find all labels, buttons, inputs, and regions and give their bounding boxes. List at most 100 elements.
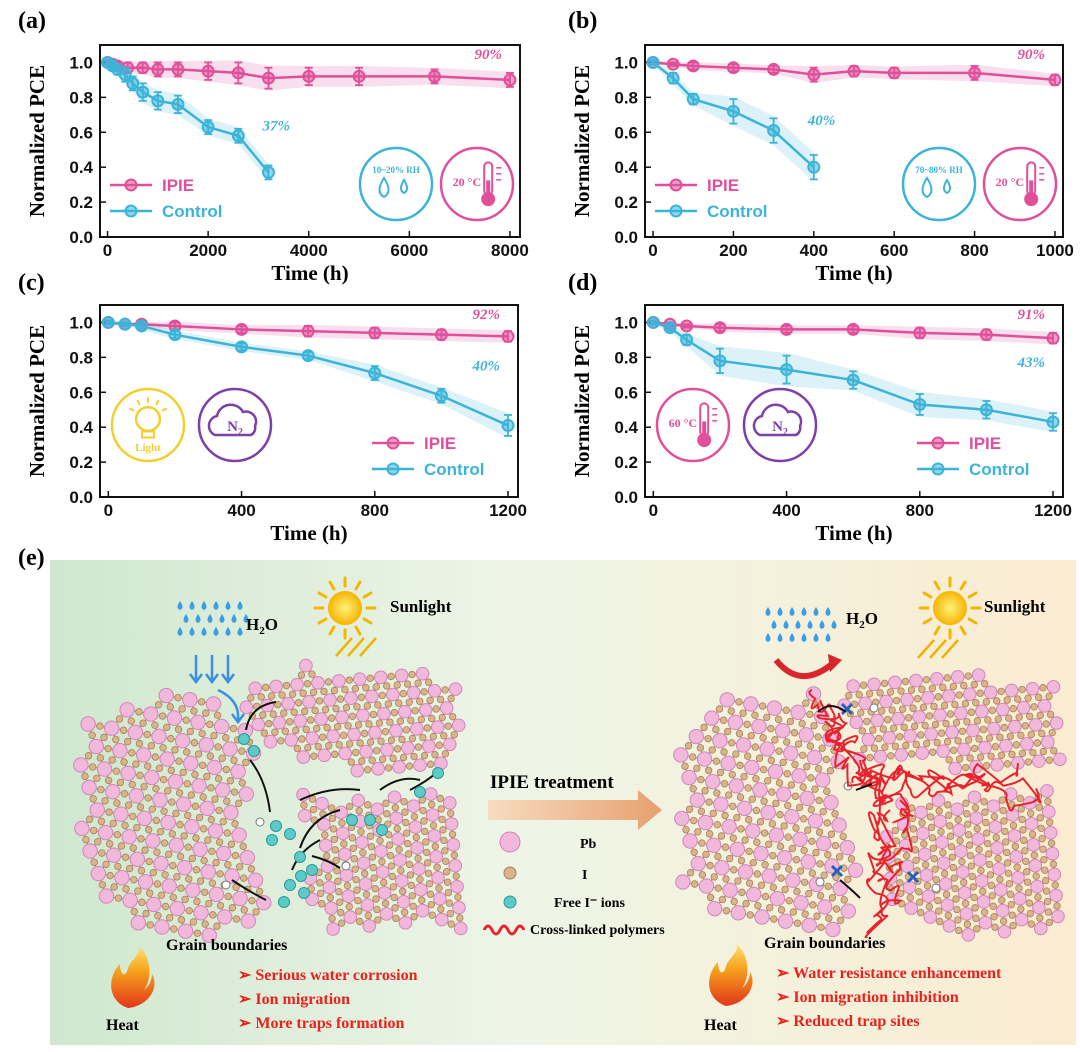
left-lattice-i-atom	[129, 844, 137, 852]
right-lattice-i-atom	[840, 896, 848, 904]
chart-a-xtick-label: 4000	[290, 241, 328, 260]
left-lattice-pb-atom	[130, 915, 147, 931]
sunlight-arrows-left-icon	[335, 637, 377, 657]
h2o-label-right: H2O	[846, 609, 878, 631]
right-lattice-pb-atom	[674, 810, 690, 827]
left-lattice-i-atom	[402, 818, 410, 827]
left-lattice-i-atom	[104, 776, 113, 785]
left-lattice-i-atom	[257, 693, 265, 701]
right-lattice-pb-atom	[924, 727, 938, 741]
right-lattice-pb-atom	[914, 805, 928, 820]
right-lattice-i-atom	[973, 717, 982, 725]
left-lattice-i-atom	[381, 727, 390, 736]
chart-d-cloud-icon	[752, 403, 803, 437]
chart-c-ytick-label: 0.4	[69, 418, 93, 437]
right-lattice-pb-atom	[987, 721, 1001, 736]
left-lattice-i-atom	[105, 808, 113, 816]
right-lattice-i-atom	[998, 896, 1006, 904]
left-lattice-i-atom	[89, 826, 98, 835]
right-effect-3: Reduced trap sites	[793, 1013, 919, 1030]
right-lattice-i-atom	[779, 758, 787, 767]
left-lattice-i-atom	[185, 875, 193, 883]
left-lattice-i-atom	[168, 798, 176, 806]
right-lattice-pb-atom	[825, 921, 841, 938]
right-lattice-i-atom	[990, 913, 998, 921]
right-lattice-pb-atom	[806, 749, 823, 766]
right-lattice-i-atom	[793, 887, 801, 896]
left-lattice-i-atom	[362, 684, 370, 692]
left-lattice-i-atom	[226, 777, 235, 785]
chart-a-ytick-label: 1.0	[69, 53, 93, 72]
right-lattice-i-atom	[966, 754, 974, 762]
right-lattice-pb-atom	[698, 878, 715, 894]
right-lattice-i-atom	[877, 707, 886, 715]
left-lattice-i-atom	[436, 695, 445, 704]
right-lattice-i-atom	[790, 729, 799, 737]
left-lattice-i-atom	[177, 884, 185, 892]
right-lattice-pb-atom	[967, 790, 982, 805]
right-lattice-i-atom	[1037, 824, 1045, 833]
left-lattice-i-atom	[433, 863, 441, 871]
left-lattice-i-atom	[387, 672, 395, 681]
right-lattice-i-atom	[896, 733, 904, 741]
right-lattice-i-atom	[987, 752, 995, 760]
right-lattice-i-atom	[922, 675, 931, 684]
sun-icon-right	[918, 576, 982, 640]
left-lattice-i-atom	[195, 813, 204, 822]
left-lattice-i-atom	[136, 803, 145, 811]
chart-b-legend-control: Control	[707, 202, 767, 221]
sunlight-label-left: Sunlight	[390, 597, 452, 616]
left-lattice-i-atom	[158, 712, 167, 720]
chart-b-xtick-label: 1000	[1036, 241, 1074, 260]
right-lattice-i-atom	[967, 862, 976, 870]
left-lattice-i-atom	[133, 823, 141, 832]
chart-a-plot-frame	[99, 44, 521, 238]
left-lattice-i-atom	[201, 920, 209, 928]
right-lattice-i-atom	[800, 878, 809, 886]
water-drop	[801, 607, 807, 616]
right-lattice-i-atom	[737, 856, 746, 865]
left-lattice-i-atom	[354, 896, 362, 905]
right-lattice-i-atom	[990, 812, 999, 821]
left-lattice-i-atom	[368, 853, 377, 861]
left-lattice-i-atom	[135, 708, 143, 716]
water-drop	[813, 633, 819, 642]
left-lattice-i-atom	[137, 835, 145, 843]
right-lattice-i-atom	[866, 753, 874, 762]
chart-b-legend-marker-ipie	[669, 178, 683, 192]
right-lattice-pb-atom	[1032, 754, 1046, 768]
right-lattice-i-atom	[928, 834, 937, 842]
left-lattice-i-atom	[314, 742, 322, 751]
left-lattice-i-atom	[408, 670, 416, 679]
polymer-strand	[859, 759, 912, 824]
right-lattice-i-atom	[755, 754, 764, 762]
left-lattice-pb-atom	[205, 696, 222, 712]
right-lattice-i-atom	[898, 705, 907, 713]
chart-c-point-control	[168, 328, 182, 342]
chart-a-point-ipie	[427, 69, 441, 83]
left-lattice-i-atom	[333, 723, 342, 731]
right-effect-1: Water resistance enhancement	[793, 965, 1002, 982]
left-lattice-i-atom	[436, 794, 444, 803]
right-lattice-i-atom	[979, 725, 988, 734]
left-lattice-pb-atom	[336, 826, 350, 841]
right-lattice-i-atom	[857, 709, 865, 717]
right-lattice-pb-atom	[1049, 716, 1064, 730]
right-lattice-i-atom	[831, 841, 840, 850]
right-lattice-i-atom	[972, 699, 980, 707]
free-ion	[248, 745, 260, 757]
right-lattice-i-atom	[975, 845, 983, 854]
left-lattice-i-atom	[344, 722, 352, 730]
right-lattice-pb-atom	[1026, 837, 1041, 852]
left-lattice-i-atom	[420, 688, 428, 696]
left-lattice-pb-atom	[176, 859, 193, 876]
left-lattice-i-atom	[189, 918, 198, 926]
right-lattice-i-atom	[969, 883, 977, 891]
left-lattice-i-atom	[446, 809, 455, 818]
right-lattice-i-atom	[686, 869, 695, 877]
right-lattice-i-atom	[714, 852, 722, 861]
right-lattice-pb-atom	[697, 814, 714, 831]
chart-b-humidity-text: 70~80% RH	[915, 165, 962, 175]
left-lattice-pb-atom	[317, 748, 332, 763]
chart-d-xlabel: Time (h)	[815, 521, 892, 545]
